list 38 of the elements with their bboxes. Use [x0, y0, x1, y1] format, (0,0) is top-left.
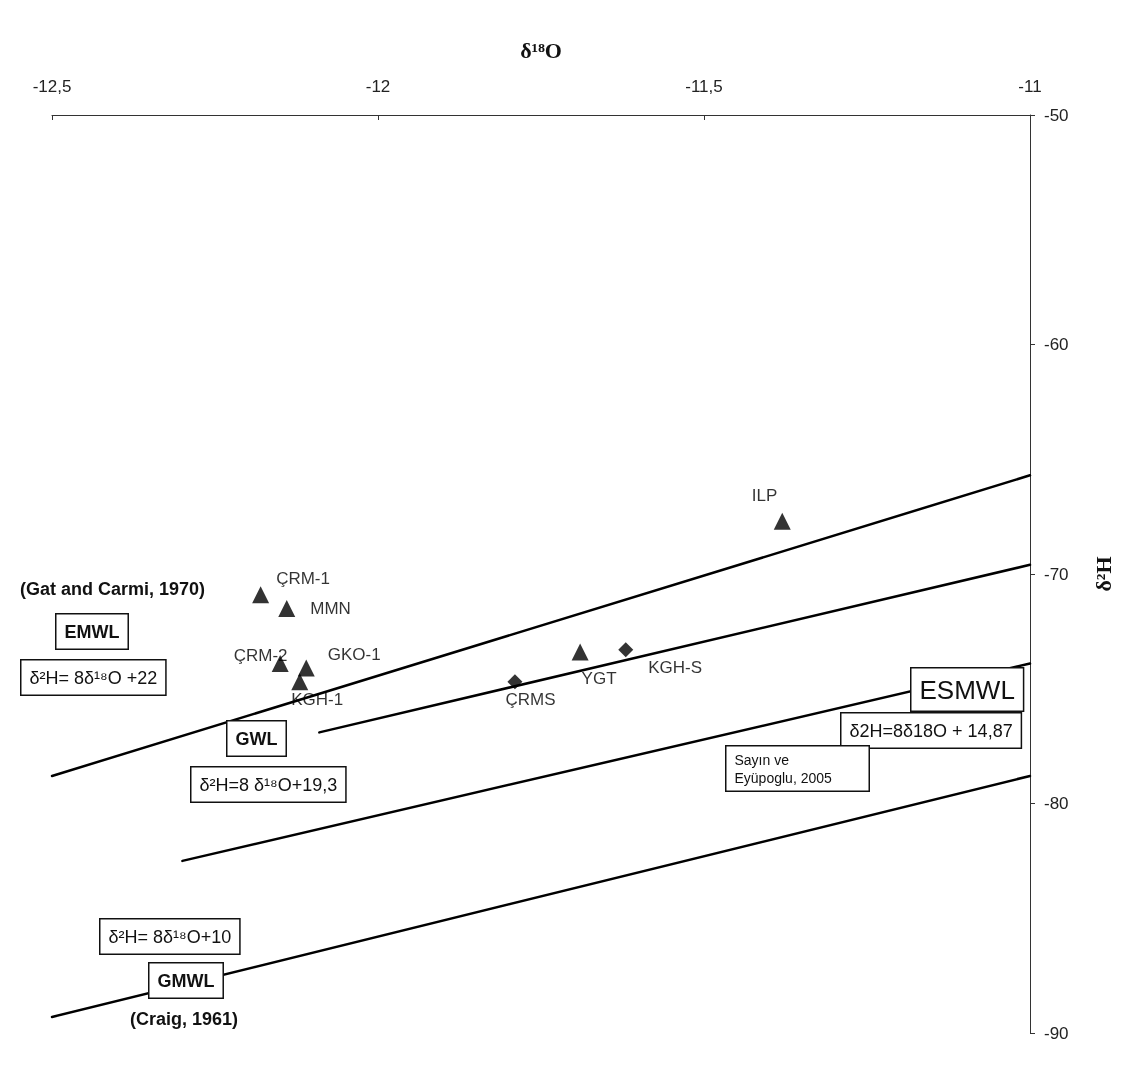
series-label: MMN — [310, 598, 351, 618]
y-tick-label: -60 — [1044, 335, 1069, 354]
x-axis-title: δ¹⁸O — [520, 37, 562, 63]
y-tick-label: -50 — [1044, 105, 1069, 125]
x-tick-label: -11 — [1018, 77, 1042, 96]
y-axis-title: δ²H — [1090, 556, 1116, 592]
x-tick-label: -11,5 — [685, 77, 723, 96]
point — [278, 599, 296, 617]
point — [571, 643, 589, 661]
series-label: ÇRMS — [505, 690, 556, 710]
annotation: ESMWL — [919, 674, 1015, 705]
y-tick-label: -90 — [1044, 1023, 1069, 1043]
point — [291, 673, 309, 691]
point — [507, 674, 523, 690]
series-label: YGT — [581, 668, 617, 688]
annotation: δ²H= 8δ¹⁸O +22 — [29, 667, 158, 688]
annotation: GMWL — [157, 970, 215, 991]
point — [297, 659, 315, 677]
annotation: EMWL — [64, 621, 120, 642]
annotation: δ2H=8δ18O + 14,87 — [849, 720, 1013, 741]
series-label: ÇRM-2 — [233, 646, 288, 666]
series-label: KGH-S — [648, 658, 703, 678]
annotation: (Gat and Carmi, 1970) — [20, 579, 206, 599]
x-tick-label: -12 — [365, 77, 391, 96]
annotation: (Craig, 1961) — [130, 1009, 239, 1029]
y-tick-label: -70 — [1044, 564, 1069, 584]
annotation: δ²H= 8δ¹⁸O+10 — [108, 926, 232, 947]
annotation: Sayın ve Eyüpoglu, 2005 — [734, 751, 833, 786]
y-tick-label: -80 — [1044, 794, 1069, 813]
annotation: δ²H=8 δ¹⁸O+19,3 — [199, 774, 338, 795]
x-tick-label: -12,5 — [32, 77, 72, 96]
series-label: GKO-1 — [327, 644, 381, 664]
point — [618, 642, 634, 658]
series-label: ILP — [751, 485, 778, 505]
annotation: GWL — [235, 728, 278, 749]
series-label: ÇRM-1 — [276, 569, 330, 589]
point — [773, 512, 791, 530]
point — [252, 586, 270, 604]
